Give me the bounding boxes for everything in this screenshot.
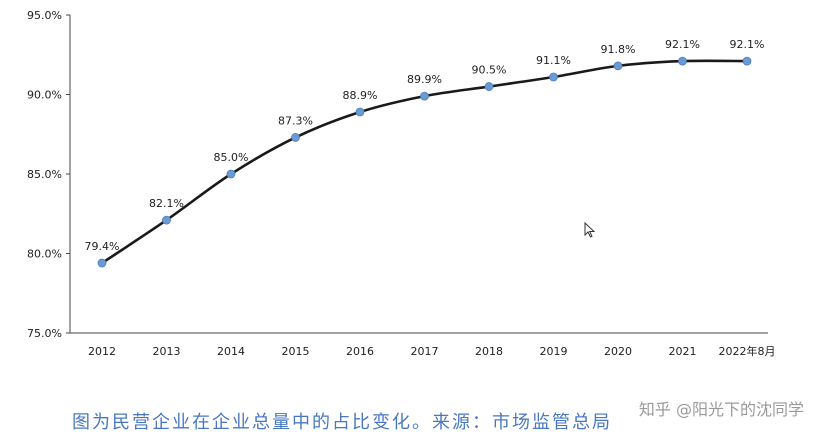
data-point xyxy=(678,56,687,66)
data-point xyxy=(355,107,365,117)
data-label: 89.9% xyxy=(407,73,442,86)
data-label: 91.8% xyxy=(601,43,636,56)
x-tick-label: 2016 xyxy=(346,345,374,358)
y-tick-label: 95.0% xyxy=(27,9,62,22)
data-label: 92.1% xyxy=(730,38,765,51)
x-tick-label: 2022年8月 xyxy=(719,344,776,358)
x-tick-label: 2015 xyxy=(282,345,310,358)
figure-caption: 图为民营企业在企业总量中的占比变化。来源：市场监管总局 xyxy=(72,412,612,433)
y-tick-label: 75.0% xyxy=(27,327,62,340)
y-tick-label: 85.0% xyxy=(27,168,62,181)
x-tick-label: 2012 xyxy=(88,345,116,358)
data-point xyxy=(162,215,171,225)
mouse-cursor-icon xyxy=(584,222,596,238)
data-point xyxy=(484,82,494,91)
y-tick-label: 90.0% xyxy=(27,89,62,102)
data-point xyxy=(420,91,429,101)
series-line xyxy=(101,59,748,265)
x-tick-label: 2021 xyxy=(669,345,697,358)
data-label: 92.1% xyxy=(665,38,700,51)
x-tick-label: 2013 xyxy=(153,345,181,358)
watermark: 知乎 @阳光下的沈同学 xyxy=(638,400,804,419)
x-tick-label: 2020 xyxy=(604,345,632,358)
y-tick-label: 80.0% xyxy=(27,248,62,261)
data-label: 90.5% xyxy=(472,64,507,77)
data-label: 87.3% xyxy=(278,114,313,127)
x-tick-label: 2017 xyxy=(411,345,439,358)
data-point xyxy=(291,133,300,142)
x-tick-label: 2014 xyxy=(217,345,245,358)
data-label: 91.1% xyxy=(536,54,571,67)
data-label: 85.0% xyxy=(214,151,249,164)
data-label: 79.4% xyxy=(85,240,120,253)
data-label: 88.9% xyxy=(343,89,378,102)
data-point xyxy=(226,169,236,179)
data-point xyxy=(97,258,107,268)
data-point xyxy=(549,72,558,82)
data-point xyxy=(742,56,752,66)
x-tick-label: 2018 xyxy=(475,345,503,358)
data-point xyxy=(613,61,623,71)
line-chart: 75.0% 80.0% 85.0% 90.0% 95.0% 2012 2013 2014 201… xyxy=(27,9,776,358)
data-label: 82.1% xyxy=(149,197,184,210)
x-tick-label: 2019 xyxy=(540,345,568,358)
